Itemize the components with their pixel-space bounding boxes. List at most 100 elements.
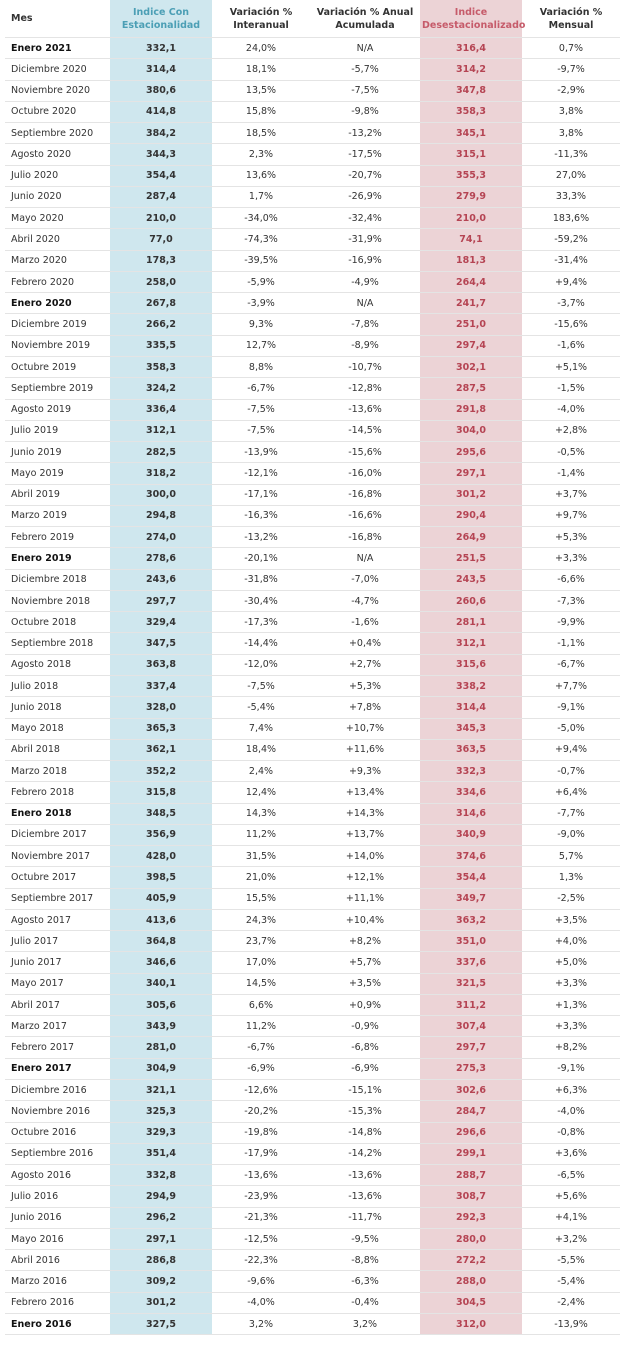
cell-mes: Febrero 2016 [5,1292,110,1314]
cell-variacion-interanual: 11,2% [212,824,310,847]
cell-variacion-interanual: -17,3% [212,611,310,634]
table-row: Agosto 2016 332,8 -13,6% -13,6% 288,7 -6,5% [5,1164,620,1187]
cell-indice-con-estacionalidad: 384,2 [110,122,212,145]
cell-variacion-mensual: -1,5% [522,377,620,400]
table-row: Febrero 2018 315,8 12,4% +13,4% 334,6 +6,4% [5,781,620,804]
cell-variacion-interanual: -7,5% [212,399,310,421]
cell-mes: Enero 2018 [5,803,110,825]
cell-mes: Mayo 2020 [5,207,110,230]
table-row: Noviembre 2016 325,3 -20,2% -15,3% 284,7 -4,0… [5,1100,620,1123]
cell-variacion-mensual: -2,9% [522,80,620,102]
table-row: Abril 2020 77,0 -74,3% -31,9% 74,1 -59,2% [5,228,620,251]
table-row: Marzo 2016 309,2 -9,6% -6,3% 288,0 -5,4% [5,1270,620,1293]
cell-mes: Agosto 2019 [5,399,110,421]
cell-mes: Septiembre 2017 [5,888,110,910]
cell-variacion-mensual: +4,1% [522,1207,620,1229]
cell-variacion-interanual: -9,6% [212,1270,310,1293]
cell-mes: Julio 2020 [5,165,110,187]
cell-variacion-interanual: -20,1% [212,547,310,570]
table-row: Diciembre 2019 266,2 9,3% -7,8% 251,0 -15,6% [5,313,620,336]
table-row: Abril 2019 300,0 -17,1% -16,8% 301,2 +3,7% [5,484,620,506]
table-row: Febrero 2017 281,0 -6,7% -6,8% 297,7 +8,2% [5,1036,620,1059]
cell-variacion-mensual: +7,7% [522,675,620,698]
cell-variacion-anual-acumulada: +13,4% [310,781,420,804]
cell-variacion-interanual: 15,5% [212,888,310,910]
cell-indice-con-estacionalidad: 335,5 [110,335,212,357]
cell-indice-desestacionalizado: 332,3 [420,760,522,783]
cell-variacion-anual-acumulada: -12,8% [310,377,420,400]
cell-variacion-mensual: -5,4% [522,1270,620,1293]
cell-variacion-anual-acumulada: -4,9% [310,271,420,294]
table-row: Febrero 2019 274,0 -13,2% -16,8% 264,9 +5,3% [5,526,620,549]
cell-variacion-mensual: +9,4% [522,271,620,294]
cell-variacion-interanual: 6,6% [212,994,310,1017]
table-body: Enero 2021 332,1 24,0% N/A 316,4 0,7% Diciembr… [5,37,620,1336]
cell-indice-desestacionalizado: 275,3 [420,1058,522,1081]
cell-indice-desestacionalizado: 290,4 [420,505,522,528]
cell-variacion-anual-acumulada: +7,8% [310,696,420,719]
cell-indice-desestacionalizado: 314,4 [420,696,522,719]
cell-indice-desestacionalizado: 291,8 [420,399,522,421]
cell-indice-desestacionalizado: 345,3 [420,718,522,740]
cell-indice-con-estacionalidad: 364,8 [110,930,212,953]
cell-indice-desestacionalizado: 74,1 [420,228,522,251]
cell-indice-con-estacionalidad: 328,0 [110,696,212,719]
cell-variacion-mensual: +2,8% [522,420,620,443]
cell-variacion-anual-acumulada: -7,5% [310,80,420,102]
cell-variacion-mensual: 183,6% [522,207,620,230]
cell-variacion-mensual: -2,4% [522,1292,620,1314]
cell-variacion-mensual: -7,7% [522,803,620,825]
table-row: Junio 2020 287,4 1,7% -26,9% 279,9 33,3% [5,186,620,209]
table-row: Noviembre 2019 335,5 12,7% -8,9% 297,4 -1,6% [5,335,620,357]
table-row: Mayo 2019 318,2 -12,1% -16,0% 297,1 -1,4% [5,462,620,485]
cell-indice-desestacionalizado: 281,1 [420,611,522,634]
cell-variacion-interanual: -19,8% [212,1122,310,1144]
cell-indice-desestacionalizado: 340,9 [420,824,522,847]
cell-variacion-interanual: -22,3% [212,1249,310,1272]
cell-variacion-interanual: -12,0% [212,654,310,676]
cell-variacion-anual-acumulada: +2,7% [310,654,420,676]
cell-indice-con-estacionalidad: 346,6 [110,951,212,974]
cell-variacion-anual-acumulada: -0,9% [310,1015,420,1038]
cell-variacion-interanual: -7,5% [212,420,310,443]
cell-indice-con-estacionalidad: 336,4 [110,399,212,421]
cell-indice-con-estacionalidad: 315,8 [110,781,212,804]
cell-variacion-anual-acumulada: +0,4% [310,632,420,655]
table-row: Septiembre 2019 324,2 -6,7% -12,8% 287,5 -1,5… [5,377,620,400]
cell-indice-con-estacionalidad: 321,1 [110,1079,212,1102]
cell-variacion-mensual: +3,7% [522,484,620,506]
cell-variacion-anual-acumulada: -32,4% [310,207,420,230]
cell-mes: Noviembre 2017 [5,845,110,868]
header-variacion-interanual: Variación % Interanual [212,0,310,38]
cell-indice-desestacionalizado: 304,0 [420,420,522,443]
cell-variacion-mensual: 0,7% [522,37,620,60]
cell-variacion-interanual: 11,2% [212,1015,310,1038]
cell-mes: Enero 2019 [5,547,110,570]
cell-mes: Febrero 2020 [5,271,110,294]
cell-indice-desestacionalizado: 288,0 [420,1270,522,1293]
table-row: Enero 2016 327,5 3,2% 3,2% 312,0 -13,9% [5,1313,620,1336]
cell-variacion-interanual: 31,5% [212,845,310,868]
cell-mes: Enero 2021 [5,37,110,60]
cell-variacion-interanual: 24,0% [212,37,310,60]
cell-mes: Agosto 2017 [5,909,110,932]
cell-variacion-mensual: +9,7% [522,505,620,528]
table-row: Septiembre 2018 347,5 -14,4% +0,4% 312,1 -1,1… [5,632,620,655]
cell-variacion-interanual: 18,5% [212,122,310,145]
table-row: Mayo 2016 297,1 -12,5% -9,5% 280,0 +3,2% [5,1228,620,1251]
cell-indice-con-estacionalidad: 210,0 [110,207,212,230]
cell-mes: Abril 2019 [5,484,110,506]
cell-variacion-interanual: 12,4% [212,781,310,804]
cell-indice-desestacionalizado: 297,7 [420,1036,522,1059]
cell-indice-desestacionalizado: 287,5 [420,377,522,400]
cell-mes: Diciembre 2016 [5,1079,110,1102]
cell-mes: Octubre 2016 [5,1122,110,1144]
table-row: Enero 2018 348,5 14,3% +14,3% 314,6 -7,7% [5,803,620,825]
cell-indice-con-estacionalidad: 380,6 [110,80,212,102]
cell-mes: Marzo 2016 [5,1270,110,1293]
cell-variacion-anual-acumulada: -13,6% [310,1185,420,1208]
cell-indice-desestacionalizado: 301,2 [420,484,522,506]
table-row: Octubre 2016 329,3 -19,8% -14,8% 296,6 -0,8% [5,1122,620,1144]
cell-indice-con-estacionalidad: 297,7 [110,590,212,613]
cell-indice-con-estacionalidad: 282,5 [110,441,212,464]
